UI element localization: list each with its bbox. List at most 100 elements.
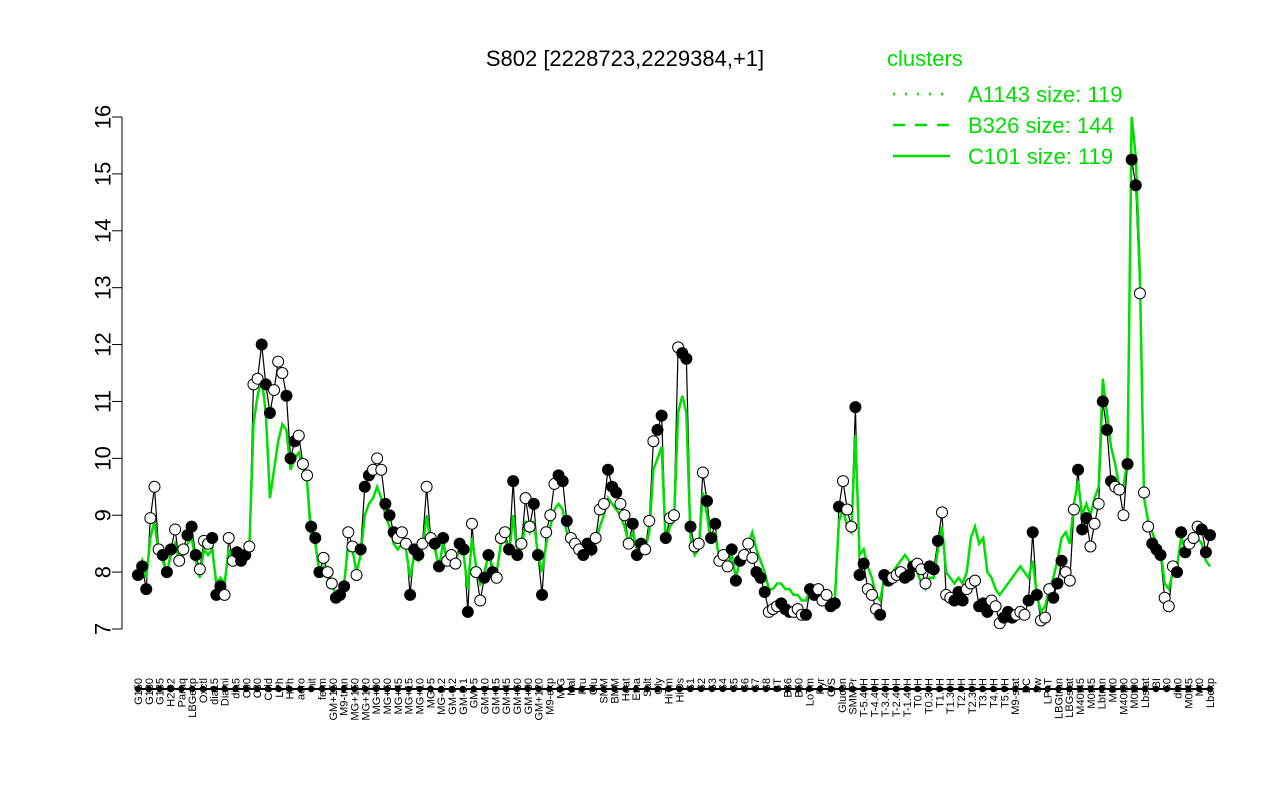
data-point	[799, 608, 812, 621]
x-tick-label: T-5.40H	[858, 678, 870, 717]
x-tick-label: T2.0H	[956, 678, 968, 708]
x-tick-mark	[427, 685, 434, 693]
data-point	[350, 568, 363, 581]
data-point	[321, 566, 334, 579]
x-tick-mark	[394, 685, 402, 693]
data-point	[449, 557, 462, 570]
x-tick-label: G135	[155, 678, 167, 705]
x-tick-mark	[178, 685, 185, 693]
x-tick-label: M/G	[555, 678, 567, 699]
data-point	[1018, 608, 1031, 621]
data-point	[692, 537, 705, 550]
x-tick-label: G180	[144, 678, 156, 705]
data-point	[461, 605, 474, 618]
data-point	[206, 531, 219, 544]
x-tick-label: M40t90	[1118, 678, 1130, 715]
x-tick-label: Lbstat	[1140, 678, 1152, 708]
x-tick-label: aero	[295, 678, 307, 700]
y-tick-label: 15	[91, 162, 116, 186]
x-tick-label: LPhT	[1043, 678, 1055, 705]
data-point	[519, 492, 532, 505]
data-point	[144, 512, 157, 525]
x-tick-label: T-2.40H	[891, 678, 903, 717]
data-point	[1080, 512, 1093, 525]
x-tick-label: SMMPr	[848, 678, 860, 715]
x-tick-label: MG+10	[415, 678, 427, 714]
data-point	[841, 503, 854, 516]
data-point	[498, 526, 511, 539]
x-tick-mark	[210, 685, 217, 693]
data-point	[1072, 463, 1085, 476]
data-point	[1088, 517, 1101, 530]
x-tick-mark	[979, 685, 986, 693]
x-tick-label: MG+60	[382, 678, 394, 714]
x-tick-mark	[1098, 685, 1105, 693]
x-tick-label: MG+5	[425, 678, 437, 708]
data-point	[981, 605, 994, 618]
data-point	[820, 588, 833, 601]
data-point	[338, 580, 351, 593]
data-point	[857, 557, 870, 570]
data-point	[523, 520, 536, 533]
x-tick-label: Diami	[220, 678, 232, 706]
data-point	[812, 583, 825, 596]
x-tick-label: T1.30H	[945, 678, 957, 714]
data-point	[668, 509, 680, 522]
data-point	[721, 560, 734, 573]
data-point	[540, 526, 553, 539]
x-tick-mark	[340, 685, 347, 693]
x-tick-mark	[1001, 685, 1008, 693]
x-tick-mark	[806, 685, 813, 693]
x-tick-label: S2	[696, 678, 708, 691]
x-tick-label: S5	[729, 678, 741, 691]
data-point	[511, 549, 524, 562]
x-tick-mark	[925, 685, 932, 693]
x-tick-label: BT	[772, 678, 784, 692]
x-tick-mark	[936, 685, 943, 693]
x-tick-mark	[557, 685, 564, 693]
data-point	[1142, 520, 1155, 533]
data-point	[853, 568, 866, 581]
x-tick-mark	[1174, 685, 1181, 693]
x-tick-label: MG+15	[404, 678, 416, 714]
data-point	[164, 543, 177, 556]
x-tick-label: Paraq	[176, 678, 188, 707]
data-point	[296, 458, 309, 471]
x-tick-label: S3	[707, 678, 719, 691]
x-tick-label: Gly	[653, 678, 665, 695]
data-point	[218, 588, 231, 601]
x-tick-mark	[622, 685, 629, 693]
x-tick-mark	[318, 685, 326, 693]
data-point	[305, 520, 318, 533]
data-point	[160, 566, 173, 579]
x-tick-mark	[470, 685, 477, 693]
x-tick-mark	[654, 685, 661, 693]
data-point	[395, 526, 408, 539]
x-tick-label: S6	[739, 678, 751, 691]
data-point	[317, 551, 330, 564]
data-point	[259, 378, 272, 391]
data-point	[956, 594, 969, 607]
x-tick-mark	[708, 685, 716, 693]
data-point	[437, 531, 450, 544]
data-point	[478, 571, 491, 584]
data-point	[597, 497, 610, 510]
data-point	[717, 549, 730, 562]
data-point	[136, 560, 149, 573]
data-point	[507, 475, 520, 488]
x-tick-mark	[697, 685, 705, 693]
x-tick-label: M0t45	[1183, 678, 1195, 709]
data-point	[371, 452, 384, 465]
data-point	[1092, 497, 1105, 510]
x-tick-label: Cold	[263, 678, 275, 701]
data-point	[1138, 486, 1151, 499]
x-tick-mark	[892, 685, 900, 693]
x-tick-label: M0t90	[1129, 678, 1141, 709]
x-tick-label: S0	[1162, 678, 1174, 691]
x-tick-mark	[849, 685, 856, 693]
series-line-black	[137, 159, 1211, 625]
x-tick-label: T-3.40H	[880, 678, 892, 717]
data-point	[589, 531, 602, 544]
x-tick-label: GM+5	[469, 678, 481, 708]
